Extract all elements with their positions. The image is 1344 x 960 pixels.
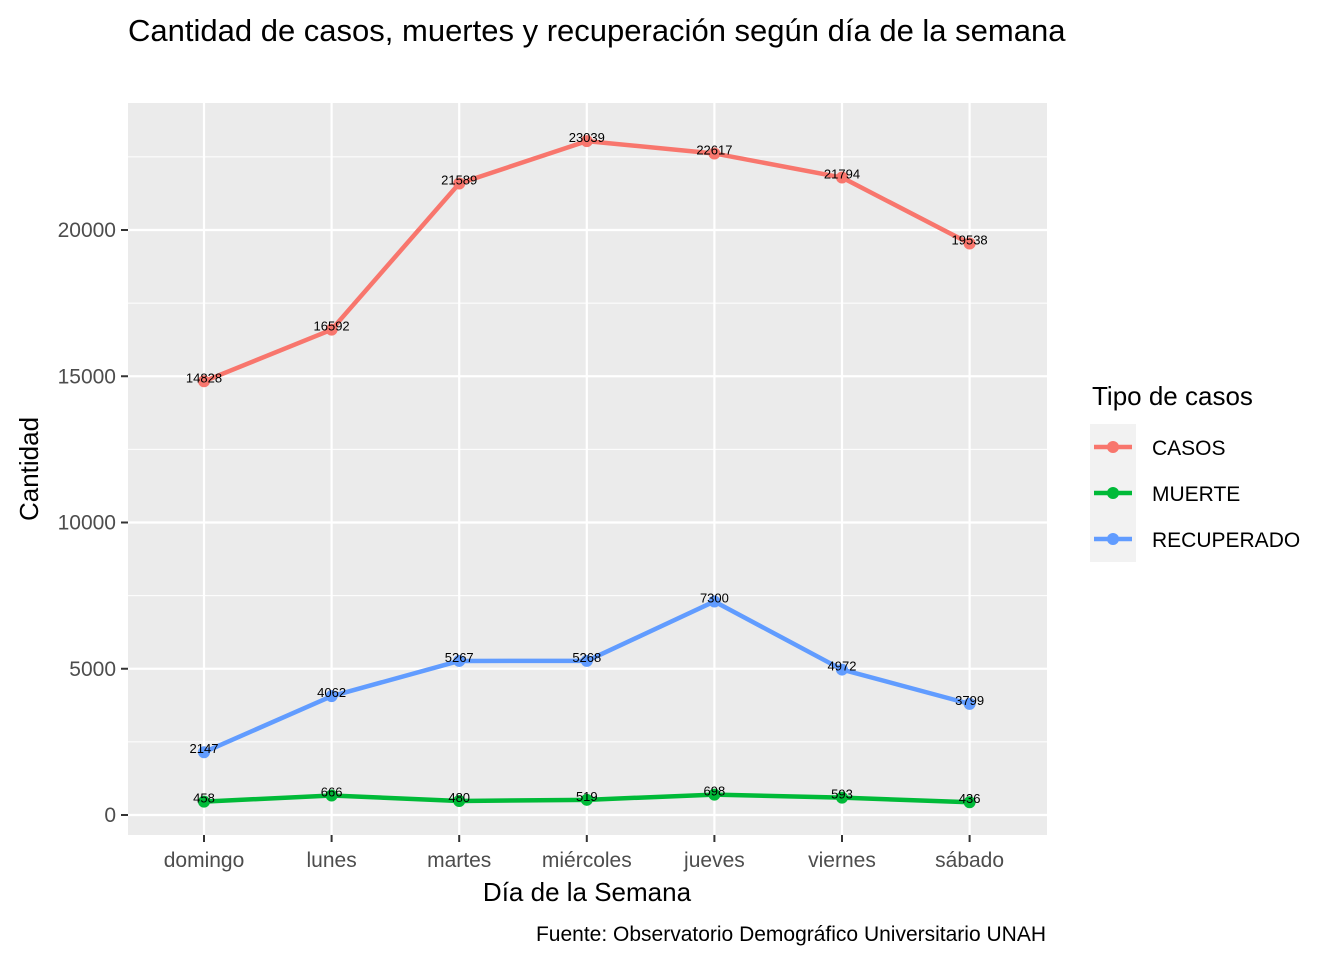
x-tick-label: sábado bbox=[935, 849, 1004, 872]
x-tick-label: jueves bbox=[683, 849, 745, 872]
y-tick-label: 10000 bbox=[58, 512, 116, 535]
data-label: 698 bbox=[704, 784, 726, 799]
data-point-muerte bbox=[580, 793, 593, 806]
data-label: 519 bbox=[576, 789, 598, 804]
x-tick-label: martes bbox=[427, 849, 491, 872]
data-label: 23039 bbox=[569, 130, 605, 145]
data-label: 593 bbox=[831, 787, 853, 802]
data-point-recuperado bbox=[708, 595, 721, 608]
data-label: 22617 bbox=[696, 142, 732, 157]
data-label: 666 bbox=[321, 785, 343, 800]
y-axis: 0 5000 10000 15000 20000 bbox=[58, 219, 128, 827]
data-point-casos bbox=[453, 177, 466, 190]
legend-title: Tipo de casos bbox=[1092, 381, 1253, 411]
data-label: 480 bbox=[448, 790, 470, 805]
data-point-recuperado bbox=[453, 654, 466, 667]
data-point-recuperado bbox=[580, 654, 593, 667]
data-label: 16592 bbox=[314, 319, 350, 334]
y-tick-label: 20000 bbox=[58, 219, 116, 242]
data-point-casos bbox=[580, 135, 593, 148]
data-label: 21589 bbox=[441, 173, 477, 188]
x-axis-title: Día de la Semana bbox=[483, 877, 692, 907]
major-gridlines bbox=[128, 103, 1047, 835]
data-point-muerte bbox=[708, 788, 721, 801]
x-tick-label: lunes bbox=[306, 849, 356, 872]
data-point-casos bbox=[963, 237, 976, 250]
data-label: 14828 bbox=[186, 370, 222, 385]
x-tick-label: miércoles bbox=[542, 849, 632, 872]
data-label: 7300 bbox=[700, 590, 729, 605]
data-point-muerte bbox=[836, 791, 848, 804]
y-tick-label: 5000 bbox=[69, 658, 116, 681]
data-label: 5267 bbox=[445, 650, 474, 665]
legend-label: CASOS bbox=[1152, 437, 1226, 460]
y-tick-label: 15000 bbox=[58, 365, 116, 388]
legend: Tipo de casos CASOS MUERTE RECUPERADO bbox=[1090, 381, 1300, 562]
data-point-recuperado bbox=[198, 746, 210, 759]
legend-key-point bbox=[1107, 441, 1119, 453]
data-point-casos bbox=[198, 375, 210, 388]
data-point-recuperado bbox=[836, 663, 848, 676]
data-point-muerte bbox=[963, 796, 976, 809]
series-layer bbox=[198, 135, 976, 809]
legend-key-point bbox=[1107, 533, 1119, 545]
data-point-muerte bbox=[325, 789, 338, 802]
x-tick-label: domingo bbox=[164, 849, 245, 872]
x-axis: domingo lunes martes miércoles jueves viernes… bbox=[164, 835, 1004, 872]
chart-title: Cantidad de casos, muertes y recuperació… bbox=[128, 13, 1066, 48]
data-point-recuperado bbox=[963, 697, 976, 710]
data-label: 3799 bbox=[955, 693, 984, 708]
legend-label: RECUPERADO bbox=[1152, 529, 1300, 552]
data-label: 19538 bbox=[952, 233, 988, 248]
data-point-muerte bbox=[198, 795, 210, 808]
data-label: 2147 bbox=[190, 741, 219, 756]
data-point-casos bbox=[325, 323, 338, 336]
legend-label: MUERTE bbox=[1152, 483, 1240, 506]
y-tick-label: 0 bbox=[104, 804, 116, 827]
data-label: 21794 bbox=[824, 167, 860, 182]
data-label: 4972 bbox=[828, 659, 857, 674]
data-point-casos bbox=[836, 171, 848, 184]
data-point-casos bbox=[708, 147, 721, 160]
source-caption: Fuente: Observatorio Demográfico Univers… bbox=[536, 923, 1046, 946]
data-point-recuperado bbox=[325, 690, 338, 703]
data-point-muerte bbox=[453, 794, 466, 807]
data-label: 5268 bbox=[572, 650, 601, 665]
data-labels: 14828 16592 21589 23039 22617 21794 19538 458 66… bbox=[186, 130, 988, 806]
y-axis-title: Cantidad bbox=[14, 417, 44, 521]
data-label: 436 bbox=[959, 791, 981, 806]
data-label: 458 bbox=[193, 791, 215, 806]
legend-key-point bbox=[1107, 487, 1119, 499]
x-tick-label: viernes bbox=[808, 849, 876, 872]
data-label: 4062 bbox=[317, 685, 346, 700]
